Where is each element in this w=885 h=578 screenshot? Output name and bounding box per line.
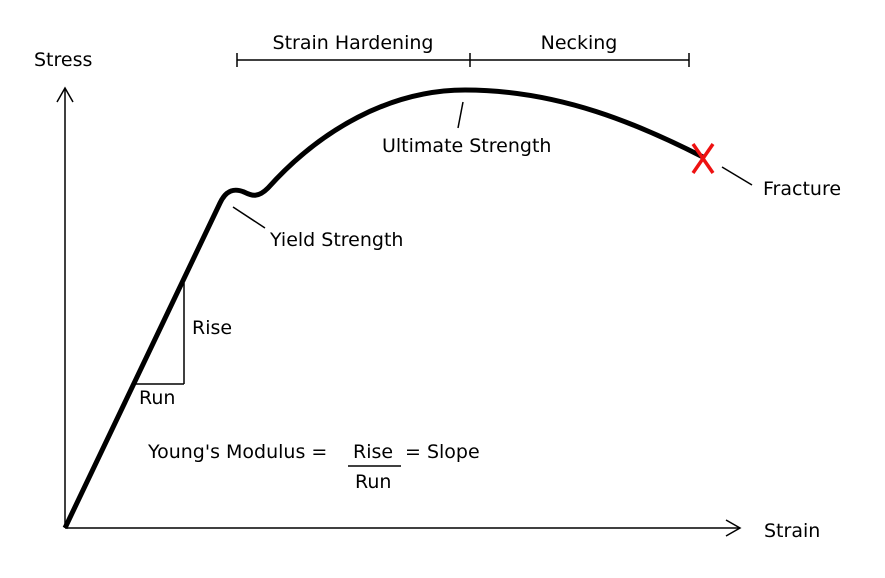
formula-lhs: Young's Modulus =	[147, 441, 327, 463]
formula-numerator: Rise	[353, 441, 393, 463]
y-axis	[56, 86, 74, 528]
fracture-label: Fracture	[763, 178, 841, 200]
run-label: Run	[139, 387, 175, 409]
formula-denominator: Run	[355, 471, 391, 493]
strain-hardening-label: Strain Hardening	[273, 32, 434, 54]
x-axis-label: Strain	[764, 520, 820, 542]
stress-strain-curve	[62, 87, 705, 530]
yield-leader	[232, 206, 266, 229]
y-axis-label: Stress	[34, 49, 92, 71]
fracture-x-icon	[691, 143, 715, 174]
fracture-leader	[721, 166, 753, 186]
necking-label: Necking	[541, 32, 618, 54]
ultimate-leader	[457, 101, 464, 129]
ultimate-strength-label: Ultimate Strength	[382, 135, 551, 157]
yield-strength-label: Yield Strength	[269, 229, 403, 251]
rise-label: Rise	[192, 317, 232, 339]
region-brackets	[236, 53, 690, 67]
slope-triangle	[136, 283, 185, 385]
formula-rhs: = Slope	[405, 441, 480, 463]
x-axis	[65, 519, 742, 537]
